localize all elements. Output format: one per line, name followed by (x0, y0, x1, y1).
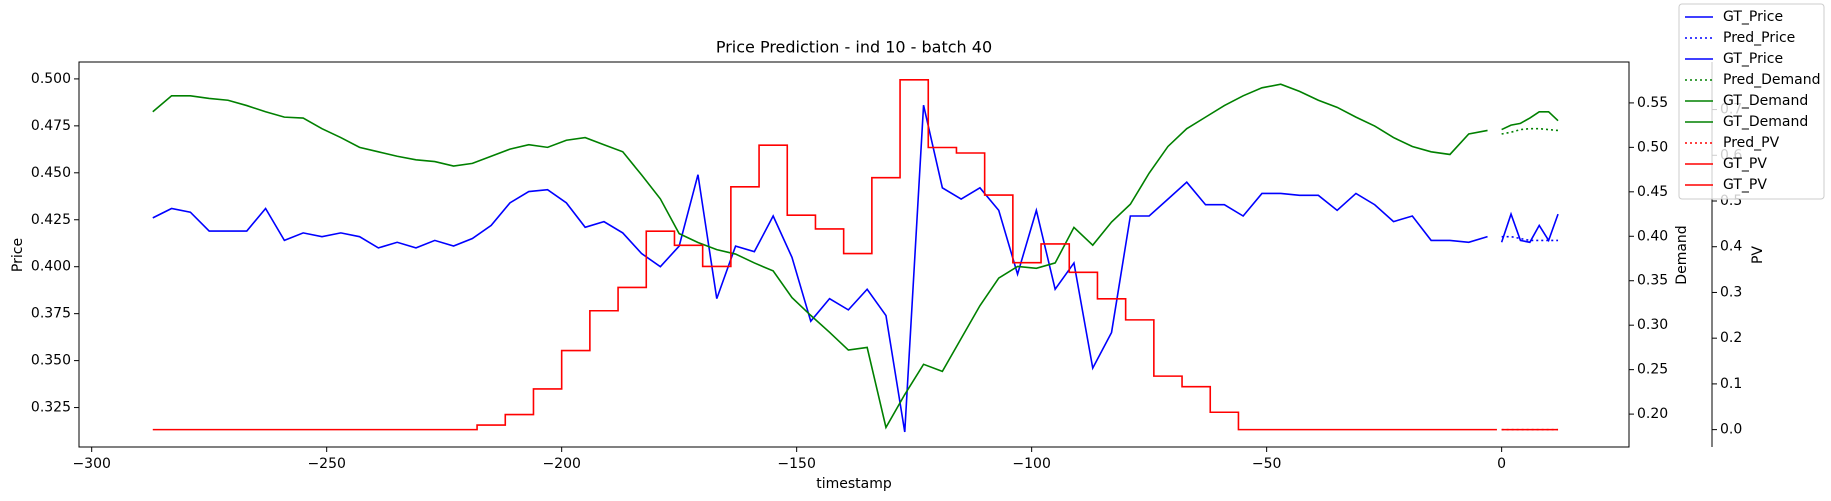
legend-box (1678, 3, 1825, 200)
series-line (1501, 110, 1559, 131)
y3-tick-label: 0.0 (1720, 422, 1742, 438)
axis-label: Demand (1674, 225, 1690, 284)
y-tick-label: 0.425 (31, 212, 71, 228)
legend-label: GT_PV (1723, 156, 1767, 172)
y2-tick-label: 0.30 (1637, 317, 1668, 333)
plot-frame (78, 61, 1630, 448)
y-tick-label: 0.450 (31, 165, 71, 181)
y2-tick-label: 0.35 (1637, 273, 1668, 289)
legend-label: Pred_Demand (1723, 72, 1821, 88)
y2-tick-label: 0.50 (1637, 139, 1668, 155)
series-line (152, 79, 1497, 431)
y-tick-label: 0.325 (31, 400, 71, 416)
series-line (152, 105, 1488, 433)
chart-title: Price Prediction - ind 10 - batch 40 (716, 38, 992, 57)
y2-tick-label: 0.45 (1637, 184, 1668, 200)
legend-label: Pred_PV (1723, 135, 1780, 151)
legend-label: GT_Demand (1723, 114, 1808, 130)
y-tick-label: 0.375 (31, 306, 71, 322)
series-line (1501, 127, 1559, 135)
y3-tick-label: 0.1 (1720, 376, 1742, 392)
x-axis-label: timestamp (816, 476, 892, 492)
y2-tick-label: 0.25 (1637, 362, 1668, 378)
legend-label: GT_Price (1723, 9, 1783, 25)
y2-tick-label: 0.40 (1637, 228, 1668, 244)
series-line (1500, 211, 1559, 244)
legend-label: GT_PV (1723, 177, 1767, 193)
y-tick-label: 0.400 (31, 259, 71, 275)
legend-label: Pred_Price (1723, 30, 1795, 46)
x-tick-label: −50 (1252, 456, 1282, 472)
y-tick-label: 0.350 (31, 353, 71, 369)
y-tick-label: 0.475 (31, 118, 71, 134)
x-tick-label: −300 (72, 456, 110, 472)
x-tick-label: −150 (777, 456, 815, 472)
y2-tick-label: 0.55 (1637, 95, 1668, 111)
x-tick-label: −250 (307, 456, 345, 472)
legend: GT_Price Pred_Price GT_Price Pred_Demand GT_… (1678, 3, 1825, 200)
series-line (152, 83, 1488, 430)
x-tick-label: −200 (542, 456, 580, 472)
y2-tick-label: 0.20 (1637, 406, 1668, 422)
y3-tick-label: 0.3 (1720, 284, 1742, 300)
y3-tick-label: 0.2 (1720, 330, 1742, 346)
axis-label: PV (1750, 246, 1766, 264)
legend-label: GT_Demand (1723, 93, 1808, 109)
axis-label: Price (10, 238, 26, 272)
legend-label: GT_Price (1723, 51, 1783, 67)
y-tick-label: 0.500 (31, 71, 71, 87)
x-tick-label: −100 (1012, 456, 1050, 472)
x-tick-label: 0 (1497, 456, 1506, 472)
y3-tick-label: 0.4 (1720, 239, 1742, 255)
